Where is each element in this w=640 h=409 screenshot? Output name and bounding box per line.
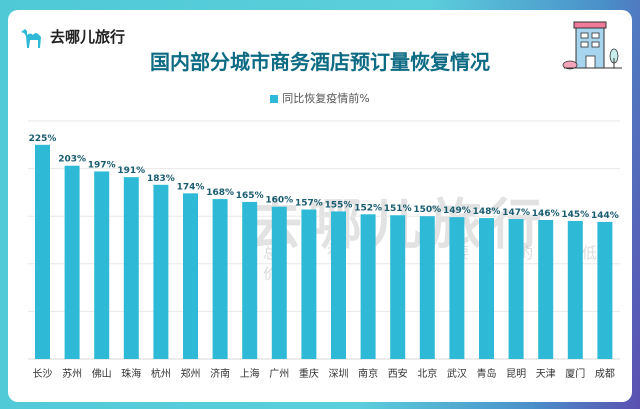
data-label: 165% — [236, 191, 264, 201]
bar-郑州 — [183, 193, 198, 359]
data-label: 203% — [58, 155, 86, 165]
bar-北京 — [419, 216, 435, 359]
chart-title: 国内部分城市商务酒店预订量恢复情况 — [150, 50, 490, 74]
x-tick-label: 济南 — [210, 367, 230, 380]
bar-成都 — [597, 221, 613, 359]
brand-logo: 去哪儿旅行 — [18, 22, 125, 50]
data-label: 168% — [206, 188, 234, 198]
bar-昆明 — [508, 219, 524, 359]
x-tick-label: 深圳 — [329, 368, 349, 380]
data-label: 151% — [384, 204, 412, 214]
x-tick-label: 天津 — [536, 368, 556, 380]
brand-name: 去哪儿旅行 — [50, 27, 126, 46]
bar-武汉 — [449, 217, 465, 359]
x-tick-label: 西安 — [388, 367, 408, 380]
bar-天津 — [538, 220, 554, 359]
data-label: 183% — [147, 174, 175, 184]
bar-重庆 — [301, 209, 317, 359]
chart-legend: 同比恢复疫情前% — [8, 90, 632, 106]
x-tick-label: 青岛 — [477, 367, 497, 380]
x-tick-label: 佛山 — [92, 367, 112, 380]
data-label: 148% — [473, 207, 501, 217]
bar-珠海 — [123, 177, 139, 359]
x-tick-label: 成都 — [595, 368, 615, 380]
bar-佛山 — [94, 171, 110, 359]
bar-济南 — [212, 199, 228, 359]
data-label: 157% — [295, 199, 323, 209]
data-label: 191% — [117, 166, 145, 176]
hotel-illustration-icon — [560, 18, 624, 78]
data-label: 149% — [443, 206, 471, 216]
data-label: 174% — [177, 182, 205, 192]
bar-西安 — [390, 215, 406, 359]
bar-苏州 — [64, 165, 80, 359]
bar-深圳 — [331, 211, 346, 359]
x-tick-label: 苏州 — [62, 367, 82, 380]
x-tick-label: 珠海 — [121, 367, 141, 380]
data-label: 144% — [591, 211, 619, 221]
legend-swatch — [270, 95, 279, 103]
data-label: 225% — [29, 134, 57, 144]
x-tick-label: 重庆 — [299, 367, 319, 380]
x-tick-label: 长沙 — [33, 368, 53, 380]
x-tick-label: 郑州 — [181, 367, 201, 380]
x-tick-label: 厦门 — [565, 367, 585, 380]
x-tick-label: 北京 — [417, 367, 437, 380]
camel-icon — [21, 29, 41, 48]
bar-南京 — [360, 214, 376, 359]
data-label: 160% — [265, 196, 293, 206]
legend-label: 同比恢复疫情前% — [282, 92, 370, 105]
chart-card: 去哪儿旅行 国内部分城市商务酒店预订量恢复情况 同比恢复疫情前% 去哪儿旅行 总… — [8, 10, 632, 402]
data-label: 152% — [354, 203, 382, 213]
x-tick-label: 杭州 — [151, 367, 171, 380]
x-tick-label: 武汉 — [447, 367, 467, 380]
x-tick-label: 昆明 — [506, 368, 526, 380]
bar-杭州 — [153, 184, 169, 359]
data-label: 147% — [502, 208, 530, 218]
bar-厦门 — [567, 220, 583, 359]
bar-青岛 — [479, 218, 494, 359]
x-tick-label: 南京 — [358, 367, 378, 380]
bar-上海 — [242, 201, 258, 359]
x-tick-label: 广州 — [269, 368, 289, 380]
data-label: 145% — [561, 210, 589, 220]
data-label: 146% — [532, 209, 560, 219]
data-label: 155% — [325, 200, 353, 210]
bar-长沙 — [35, 144, 50, 359]
x-tick-label: 上海 — [240, 367, 260, 380]
data-label: 197% — [88, 160, 116, 170]
data-label: 150% — [413, 205, 441, 215]
bar-广州 — [271, 206, 287, 359]
